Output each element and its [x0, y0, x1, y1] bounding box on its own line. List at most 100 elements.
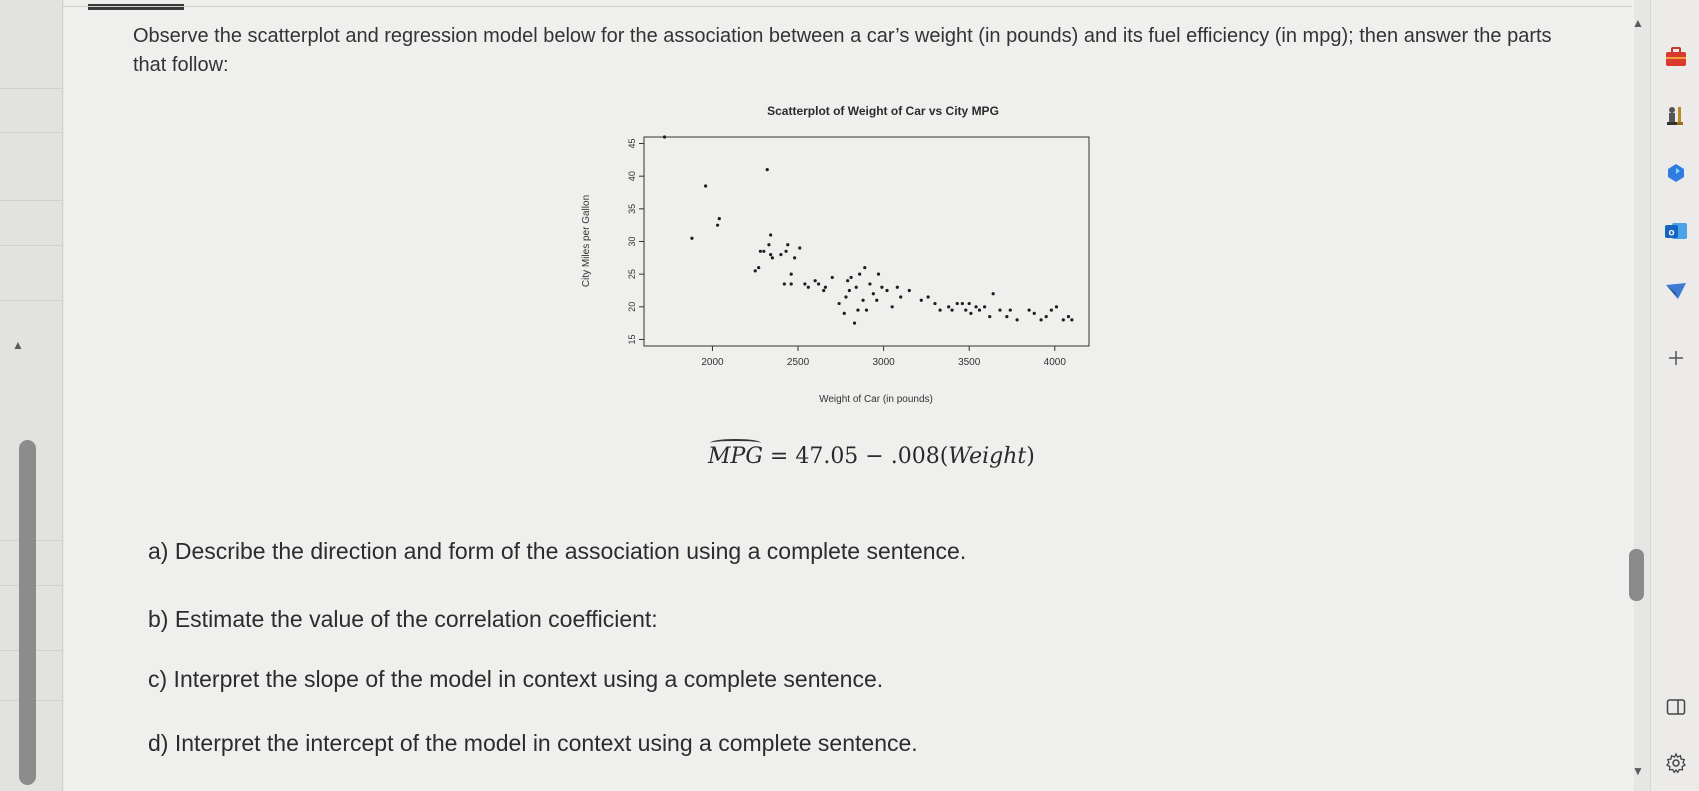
data-point: [717, 217, 721, 221]
y-axis-label: City Miles per Gallon: [581, 195, 592, 287]
data-point: [890, 305, 894, 309]
data-point: [849, 275, 853, 280]
data-point: [757, 266, 761, 270]
data-point: [933, 301, 937, 306]
data-point: [856, 308, 860, 312]
data-point: [950, 308, 954, 312]
question-prompt: Observe the scatterplot and regression m…: [133, 25, 1552, 76]
data-point: [823, 285, 828, 289]
data-point: [789, 272, 793, 276]
predicted-mpg-hat: MPG: [708, 439, 763, 469]
top-divider-bar: [88, 4, 184, 10]
data-point: [947, 305, 951, 309]
data-point: [662, 135, 667, 139]
copilot-icon[interactable]: [1663, 160, 1689, 186]
x-tick-label: 2000: [701, 357, 724, 368]
data-point: [991, 292, 995, 296]
settings-icon[interactable]: [1663, 750, 1689, 776]
scatterplot-chart: Scatterplot of Weight of Car vs City MPG…: [581, 104, 1090, 405]
x-axis-label: Weight of Car (in pounds): [819, 394, 933, 405]
data-point: [1066, 315, 1071, 319]
data-point: [690, 236, 694, 240]
data-point: [769, 233, 773, 237]
data-point: [753, 269, 757, 273]
data-point: [895, 285, 899, 289]
data-point: [837, 301, 841, 306]
data-point: [793, 256, 797, 260]
data-point: [1008, 308, 1012, 312]
data-point: [982, 305, 987, 309]
data-point: [784, 249, 788, 253]
data-point: [998, 308, 1002, 312]
data-point: [842, 311, 846, 315]
right-scrollbar-thumb[interactable]: [1629, 549, 1644, 601]
data-point: [1027, 308, 1031, 312]
part-a-prompt: a) Describe the direction and form of th…: [148, 538, 967, 564]
panel-icon[interactable]: [1663, 694, 1689, 720]
data-point: [715, 223, 720, 227]
data-point: [758, 249, 762, 253]
regression-equation: MPG = 47.05 − .008(Weight): [708, 439, 1035, 469]
data-point: [926, 295, 930, 299]
data-point: [969, 311, 973, 315]
data-point: [1070, 318, 1074, 322]
data-point: [770, 256, 774, 260]
part-d-prompt: d) Interpret the intercept of the model …: [148, 730, 918, 756]
chess-icon[interactable]: [1663, 102, 1689, 128]
data-point: [704, 184, 708, 188]
data-point: [919, 298, 923, 302]
edge-sidebar: o: [1650, 0, 1699, 791]
data-point: [779, 252, 783, 257]
data-point: [1039, 318, 1043, 322]
data-point: [789, 282, 793, 286]
data-point: [806, 285, 810, 289]
data-point: [1032, 311, 1036, 315]
equation-variable: Weight: [948, 444, 1027, 469]
data-point: [852, 321, 857, 325]
data-point: [798, 246, 802, 250]
data-point: [875, 298, 879, 302]
scroll-up-arrow-icon[interactable]: ▲: [1632, 16, 1644, 30]
x-tick-label: 3000: [872, 357, 895, 368]
equation-close-paren: ): [1026, 444, 1035, 469]
data-point: [868, 282, 872, 286]
data-point: [967, 301, 971, 306]
outlook-icon[interactable]: o: [1663, 218, 1689, 244]
data-point: [974, 305, 978, 309]
data-point: [864, 308, 869, 312]
data-point: [861, 298, 865, 302]
data-point: [863, 266, 867, 270]
data-point: [1005, 315, 1009, 319]
briefcase-icon[interactable]: [1663, 44, 1689, 70]
y-tick-label: 20: [627, 302, 637, 312]
data-point: [769, 252, 773, 257]
data-point: [816, 282, 821, 286]
y-tick-label: 15: [627, 334, 637, 344]
y-tick-label: 35: [627, 204, 637, 214]
data-point: [830, 275, 834, 280]
data-point: [782, 282, 786, 286]
data-point: [1054, 305, 1059, 309]
data-point: [1044, 315, 1048, 319]
data-point: [847, 288, 851, 293]
scroll-down-arrow-icon[interactable]: ▼: [1632, 764, 1644, 778]
data-point: [765, 168, 769, 172]
part-c-prompt: c) Interpret the slope of the model in c…: [148, 666, 884, 692]
data-point: [960, 301, 964, 306]
send-icon[interactable]: [1663, 278, 1689, 304]
data-point: [1015, 318, 1019, 322]
data-point: [858, 272, 862, 276]
data-point: [1049, 308, 1053, 312]
data-point: [767, 243, 771, 247]
add-icon[interactable]: [1663, 345, 1689, 371]
data-point: [907, 288, 911, 293]
data-point: [854, 285, 858, 289]
left-scrollbar-thumb[interactable]: [19, 440, 36, 785]
svg-text:o: o: [1668, 228, 1674, 239]
expand-left-arrow-icon[interactable]: ▲: [12, 338, 24, 352]
x-tick-label: 4000: [1044, 357, 1067, 368]
y-tick-label: 40: [627, 171, 637, 181]
data-point: [899, 295, 903, 299]
y-tick-label: 25: [627, 269, 637, 279]
data-point: [871, 292, 875, 296]
